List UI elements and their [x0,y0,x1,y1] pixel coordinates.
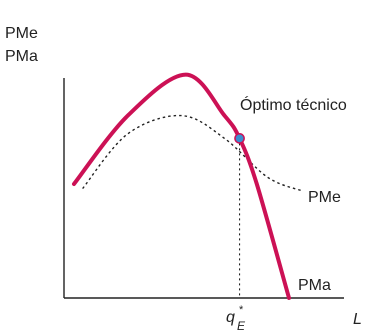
pme-series-label: PMe [308,189,341,206]
x-tick-base: q [226,309,235,326]
optimum-annotation: Óptimo técnico [240,95,347,114]
x-axis-label: L [353,311,362,328]
pme-curve [82,114,303,192]
x-tick-superscript: * [239,304,244,316]
y-axis-label-pme: PMe [5,25,38,42]
y-axis-label-pma: PMa [5,48,38,65]
x-tick-label-qe: q * E [226,304,246,331]
pma-curve [72,72,291,300]
pma-series-label: PMa [298,277,331,294]
x-tick-subscript: E [237,319,246,331]
optimum-point-marker [234,133,245,144]
